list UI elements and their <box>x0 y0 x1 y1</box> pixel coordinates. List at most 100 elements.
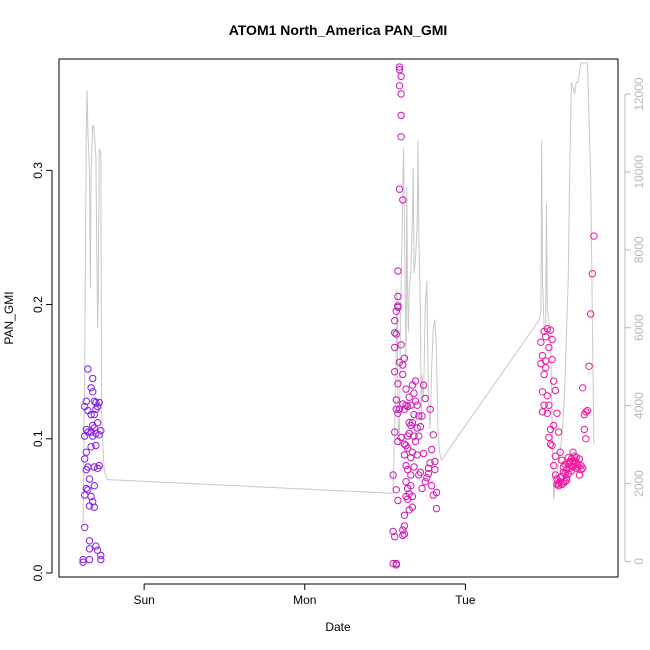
data-point <box>397 72 405 81</box>
data-point <box>562 474 571 482</box>
data-point <box>580 425 588 434</box>
data-point <box>392 330 400 338</box>
data-point <box>84 365 92 373</box>
data-point <box>392 396 400 404</box>
y-axis-label: PAN_GMI <box>2 291 16 344</box>
data-point <box>428 445 436 454</box>
data-point <box>395 405 404 413</box>
data-point <box>399 531 407 540</box>
data-point <box>413 451 421 459</box>
plot-box <box>58 58 619 578</box>
data-point <box>407 471 415 479</box>
data-point <box>90 482 99 490</box>
data-point <box>87 410 95 419</box>
data-point <box>395 63 404 71</box>
data-point <box>95 431 103 439</box>
data-point <box>546 440 555 448</box>
y2-tick-label: 2000 <box>632 470 646 497</box>
data-point <box>97 555 105 564</box>
data-point <box>550 377 558 385</box>
data-point <box>392 405 400 413</box>
data-point <box>551 386 560 395</box>
data-point <box>545 343 553 352</box>
data-point <box>548 335 556 344</box>
data-point <box>540 370 548 379</box>
data-point <box>391 317 399 325</box>
plot-area <box>79 62 598 569</box>
data-point <box>431 465 439 474</box>
data-point <box>579 384 587 392</box>
data-point <box>394 409 402 417</box>
data-point <box>426 405 434 413</box>
data-point <box>554 428 563 436</box>
data-point <box>538 408 547 416</box>
data-point <box>542 357 550 365</box>
data-point <box>403 465 412 474</box>
y2-tick-label: 4000 <box>632 392 646 419</box>
data-point <box>416 468 425 476</box>
data-point <box>551 452 560 460</box>
data-point <box>579 464 587 472</box>
axes: Sun Mon Tue 0.0 0.1 0.2 0.3 0 2000 4000 6000 8000 10… <box>31 77 646 607</box>
data-point <box>421 478 429 486</box>
data-point <box>540 401 548 409</box>
data-point <box>391 329 399 337</box>
data-point <box>424 470 433 478</box>
y-tick-label: 0.0 <box>31 564 45 581</box>
data-point <box>397 90 405 98</box>
data-point <box>553 409 561 417</box>
x-tick-label: Sun <box>133 593 154 607</box>
data-point <box>87 492 95 501</box>
data-point <box>392 561 400 569</box>
data-point <box>84 428 92 436</box>
data-point <box>397 133 405 141</box>
data-point <box>405 393 413 401</box>
data-point <box>562 465 571 474</box>
y2-tick-label: 12000 <box>632 77 646 111</box>
data-point <box>545 401 553 409</box>
data-point <box>93 402 102 411</box>
data-point <box>562 476 571 485</box>
data-point <box>543 392 551 400</box>
data-point <box>569 448 577 456</box>
data-point <box>394 437 402 446</box>
data-point <box>561 478 569 486</box>
data-point <box>92 542 100 550</box>
data-point <box>400 530 409 538</box>
data-point <box>432 504 441 513</box>
data-point <box>550 461 558 470</box>
data-point <box>410 463 418 471</box>
data-point <box>402 478 410 486</box>
data-point <box>574 460 582 468</box>
data-point <box>413 401 421 409</box>
data-point <box>389 471 397 479</box>
data-point <box>572 453 580 462</box>
data-point <box>391 428 399 436</box>
data-point <box>402 401 410 409</box>
y-tick-label: 0.1 <box>31 430 45 447</box>
data-point <box>548 441 556 450</box>
y2-tick-label: 0 <box>632 558 646 565</box>
data-point <box>402 385 410 393</box>
data-point <box>543 409 551 417</box>
data-point <box>431 457 439 466</box>
data-point <box>85 545 94 553</box>
y2-tick-label: 8000 <box>632 236 646 263</box>
data-point <box>389 527 397 536</box>
data-point <box>394 496 402 505</box>
data-point <box>87 384 95 392</box>
data-point <box>582 408 590 416</box>
data-point <box>395 82 404 90</box>
data-point <box>92 441 100 450</box>
data-point <box>395 66 404 74</box>
data-point <box>423 474 431 482</box>
data-point <box>407 482 415 490</box>
data-point <box>399 361 407 369</box>
data-point <box>542 333 550 341</box>
data-point <box>588 270 596 278</box>
data-point <box>546 326 555 334</box>
data-point <box>82 397 91 405</box>
data-point <box>400 451 409 459</box>
data-point <box>85 555 94 564</box>
data-point <box>556 448 564 456</box>
